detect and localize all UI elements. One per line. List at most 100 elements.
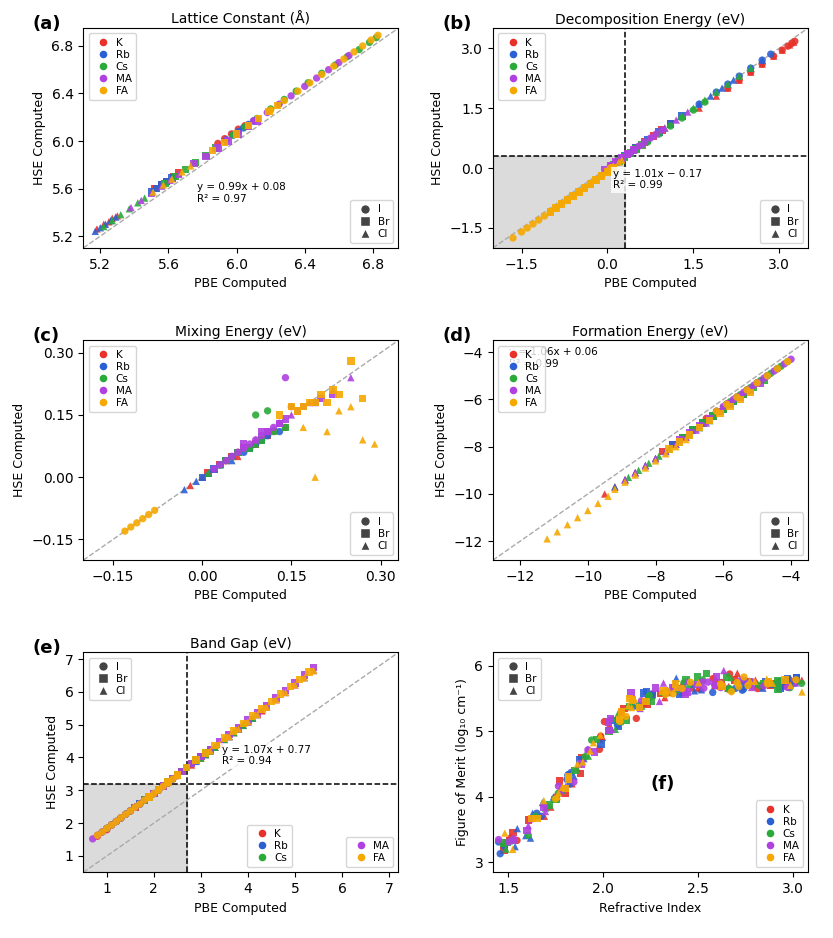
Point	[751, 681, 764, 696]
Point	[602, 723, 616, 738]
Point	[668, 680, 681, 695]
Point	[734, 392, 747, 407]
Point	[732, 68, 746, 83]
Point	[314, 391, 327, 406]
Point	[737, 681, 751, 696]
Text: (d): (d)	[442, 327, 471, 345]
Point	[271, 98, 284, 113]
Point	[752, 678, 766, 693]
Point	[635, 693, 648, 708]
Point	[625, 700, 638, 715]
Point	[213, 457, 227, 472]
Point	[670, 680, 683, 695]
Point	[737, 387, 751, 402]
Point	[133, 796, 147, 811]
Point	[707, 673, 721, 688]
Point	[669, 437, 682, 452]
Point	[256, 702, 269, 717]
Point	[196, 470, 209, 485]
Point	[633, 700, 646, 715]
Point	[503, 833, 516, 848]
Point	[97, 217, 111, 232]
Point	[571, 761, 584, 776]
Point	[744, 385, 757, 400]
Point	[659, 444, 672, 459]
Point	[218, 131, 232, 146]
Point	[678, 681, 691, 696]
Point	[606, 158, 620, 173]
Point	[602, 723, 616, 738]
Point	[659, 444, 672, 459]
Point	[251, 707, 264, 722]
Point	[344, 400, 357, 415]
Point	[138, 190, 152, 205]
Point	[760, 672, 773, 687]
Point	[308, 395, 322, 410]
Point	[105, 818, 118, 833]
Point	[285, 400, 298, 415]
Point	[610, 155, 623, 170]
Point	[601, 162, 614, 177]
Point	[612, 153, 626, 168]
Point	[172, 166, 186, 181]
Point	[581, 742, 595, 757]
Point	[539, 804, 552, 819]
Point	[593, 742, 606, 757]
Point	[591, 496, 605, 511]
Point	[659, 687, 672, 702]
Point	[666, 680, 679, 695]
Point	[99, 217, 112, 232]
Point	[365, 33, 378, 48]
Point	[356, 391, 369, 406]
Point	[277, 93, 291, 108]
Point	[135, 193, 148, 208]
Point	[549, 201, 562, 216]
Point	[232, 721, 245, 736]
Point	[86, 831, 99, 846]
Point	[772, 681, 786, 696]
Point	[100, 821, 113, 836]
Point	[561, 767, 575, 782]
Point	[218, 135, 232, 150]
Point	[710, 84, 723, 99]
Point	[774, 681, 787, 696]
Point	[564, 777, 577, 792]
Point	[737, 670, 751, 685]
Point	[710, 670, 723, 685]
Point	[676, 111, 689, 126]
Point	[627, 699, 641, 714]
Point	[637, 695, 651, 710]
Point	[310, 70, 323, 85]
Point	[207, 461, 221, 477]
Point	[96, 825, 109, 840]
Point	[771, 361, 784, 376]
Point	[147, 786, 161, 801]
Point	[615, 150, 628, 165]
Point	[327, 386, 340, 401]
Point	[279, 685, 292, 700]
Point	[596, 730, 609, 745]
Point	[668, 676, 681, 691]
Point	[576, 754, 590, 769]
Point	[725, 684, 738, 699]
Point	[168, 169, 182, 184]
Point	[642, 456, 656, 471]
Point	[212, 141, 225, 156]
Point	[222, 729, 236, 744]
Point	[123, 804, 137, 819]
Point	[261, 424, 274, 439]
Point	[225, 127, 238, 142]
Point	[237, 120, 250, 135]
Point	[199, 747, 212, 762]
Point	[601, 164, 614, 179]
Point	[137, 793, 151, 808]
Point	[614, 714, 627, 729]
Point	[683, 428, 696, 443]
Point	[672, 432, 686, 447]
Point	[230, 127, 243, 142]
Point	[232, 124, 245, 139]
Point	[605, 721, 618, 736]
Point	[694, 680, 707, 695]
Point	[630, 141, 643, 156]
Point	[162, 775, 175, 790]
